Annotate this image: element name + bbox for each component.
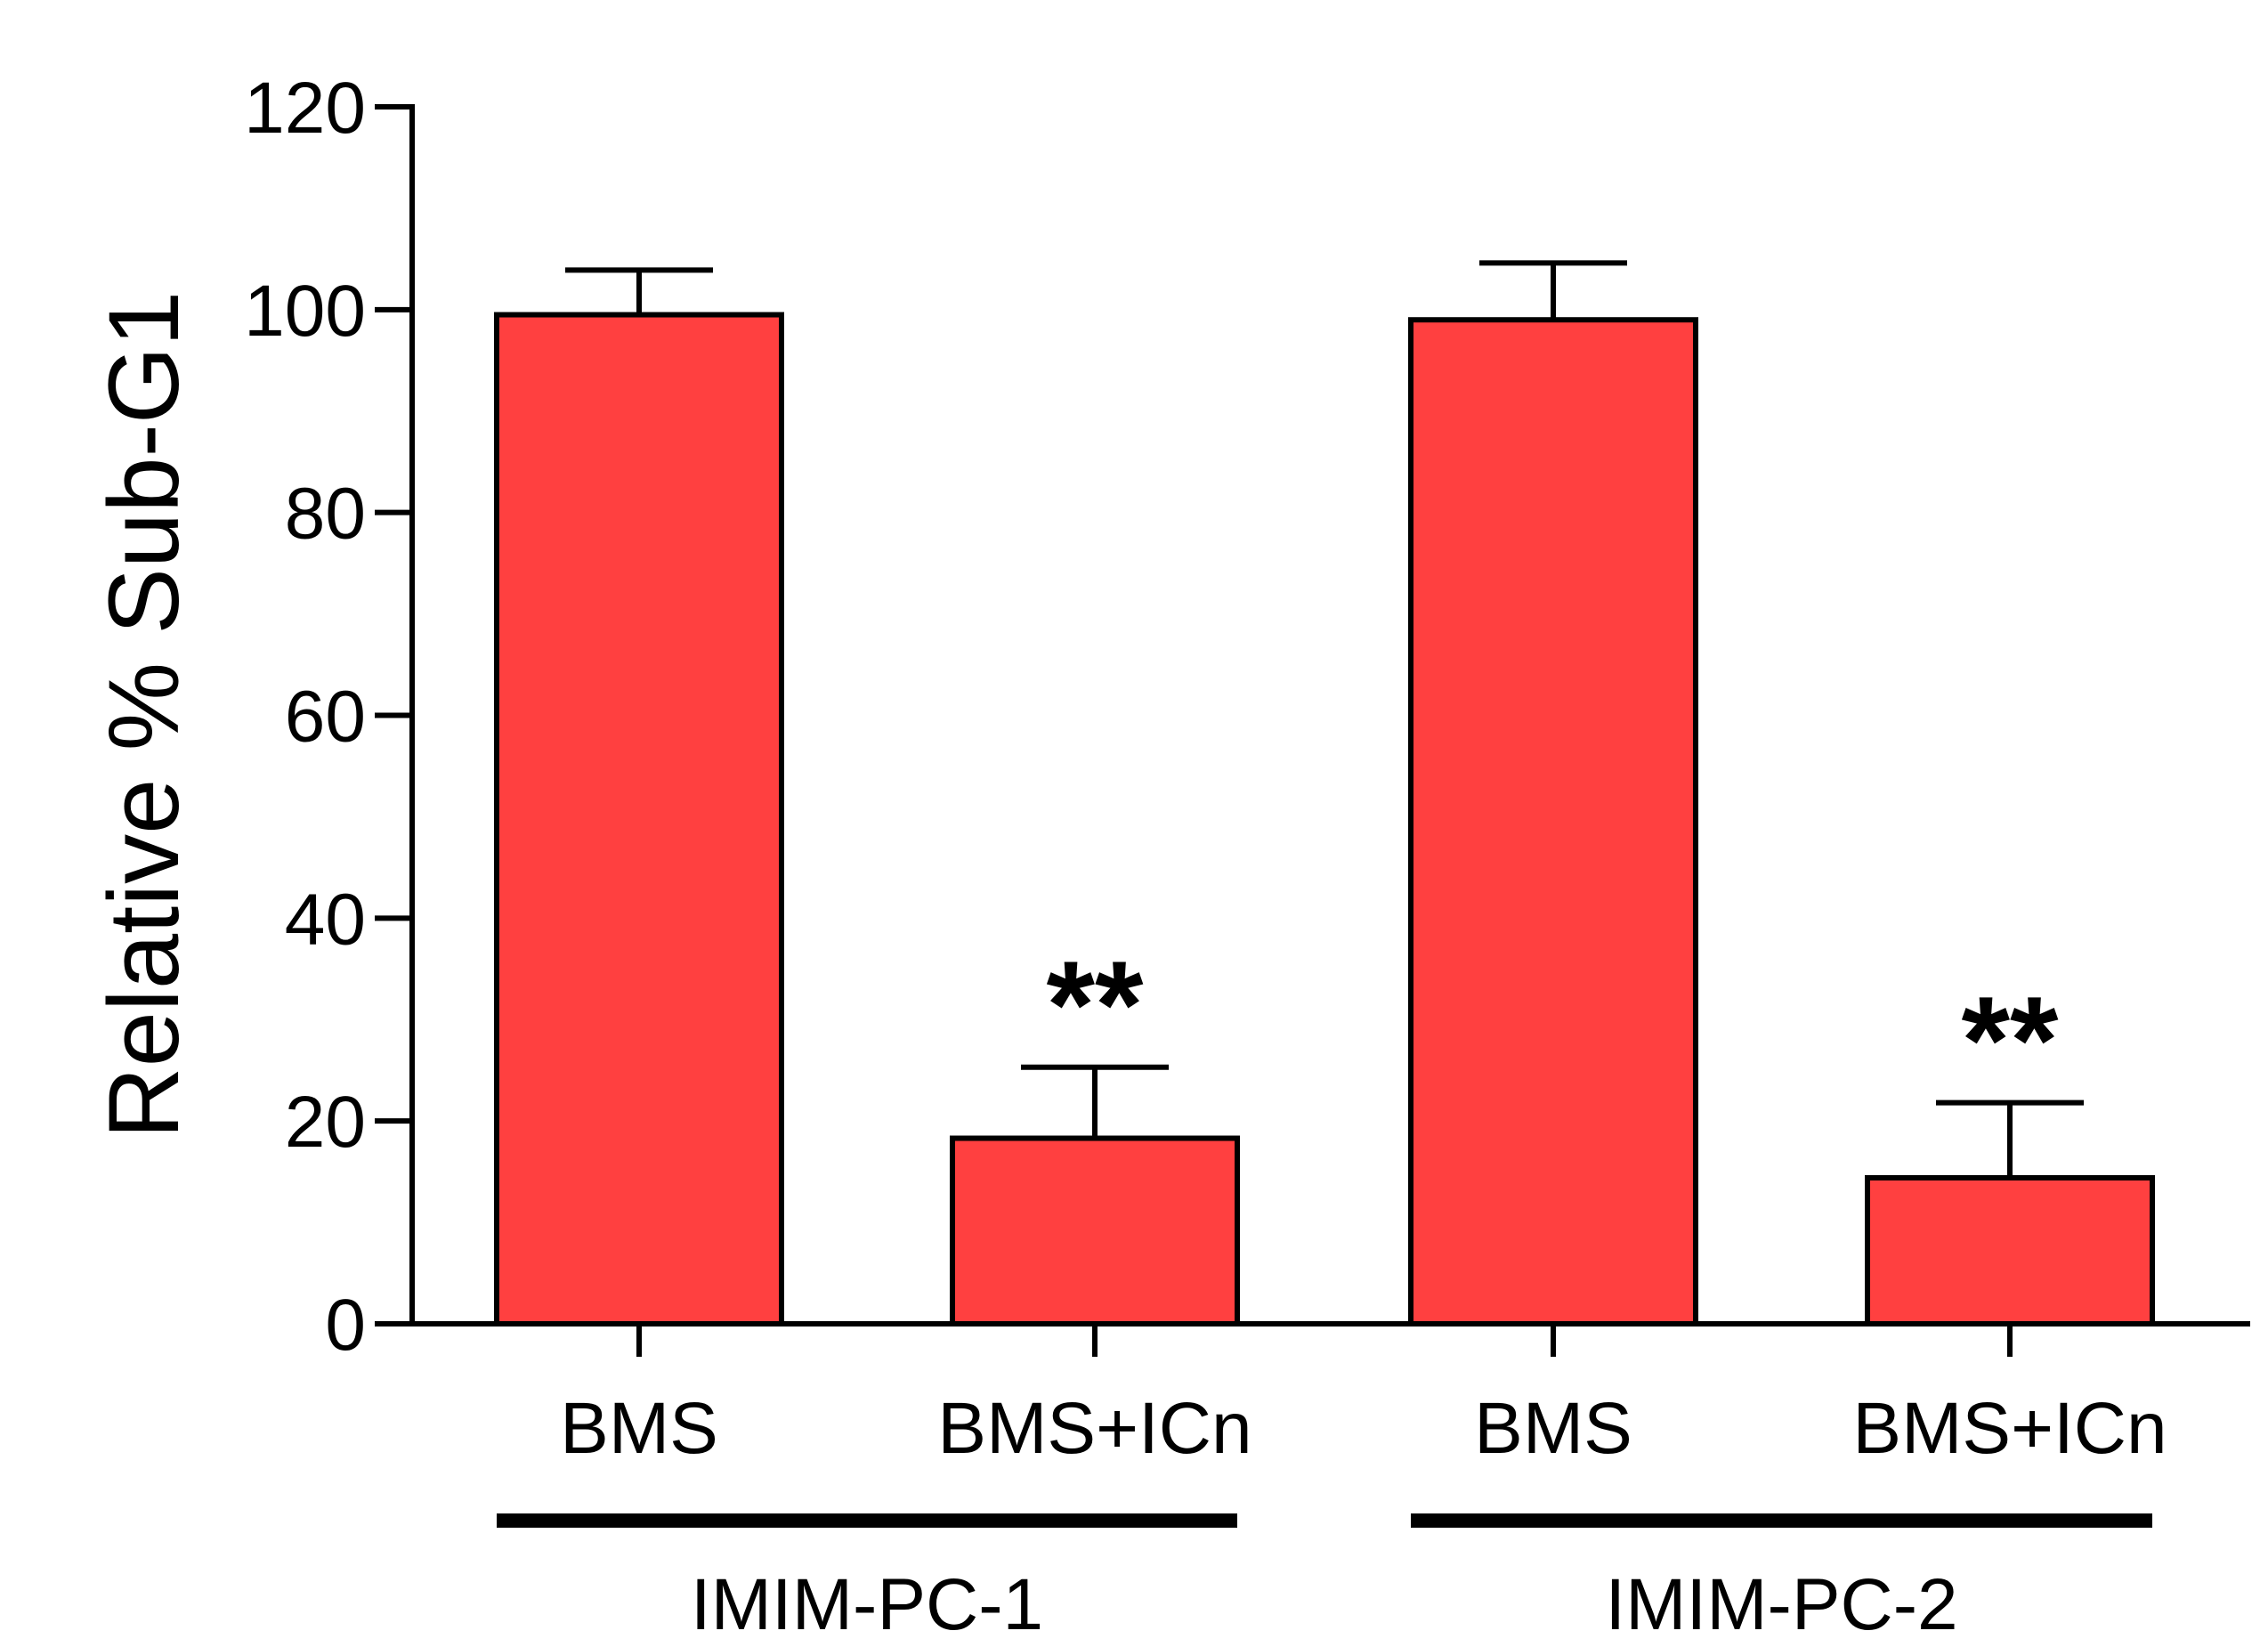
- y-axis-label: Relative % Sub-G1: [88, 291, 199, 1139]
- group-bracket-line: [1411, 1513, 2152, 1528]
- y-tick-label: 100: [244, 271, 366, 352]
- bar: [1408, 317, 1698, 1327]
- y-tick-label: 20: [285, 1082, 366, 1163]
- y-tick-label: 120: [244, 68, 366, 149]
- significance-marker: **: [1047, 935, 1144, 1075]
- y-tick-label: 0: [325, 1285, 366, 1366]
- axes: 0 20 40 60 80 100 120: [244, 68, 2250, 1366]
- bar: [494, 312, 784, 1327]
- x-tick-labels: BMS BMS+ICn BMS BMS+ICn: [560, 1324, 2167, 1469]
- y-axis-label-group: Relative % Sub-G1: [88, 291, 199, 1139]
- significance-marker: **: [1962, 970, 2059, 1110]
- bar: [950, 1135, 1240, 1327]
- bar: [1865, 1174, 2155, 1327]
- y-tick-label: 80: [285, 474, 366, 555]
- group-bracket-line: [497, 1513, 1237, 1528]
- group-label: IMIM-PC-2: [1605, 1564, 1957, 1645]
- x-tick-label: BMS: [1474, 1388, 1632, 1469]
- x-tick-label: BMS+ICn: [937, 1388, 1251, 1469]
- group-brackets: IMIM-PC-1 IMIM-PC-2: [497, 1513, 2152, 1645]
- error-bars: [565, 260, 2084, 1178]
- y-tick-label: 40: [285, 879, 366, 960]
- x-tick-label: BMS: [560, 1388, 718, 1469]
- significance-markers: ** **: [1047, 935, 2059, 1110]
- y-tick-label: 60: [285, 677, 366, 758]
- bars: [494, 312, 2155, 1327]
- x-tick-label: BMS+ICn: [1852, 1388, 2167, 1469]
- group-label: IMIM-PC-1: [691, 1564, 1043, 1645]
